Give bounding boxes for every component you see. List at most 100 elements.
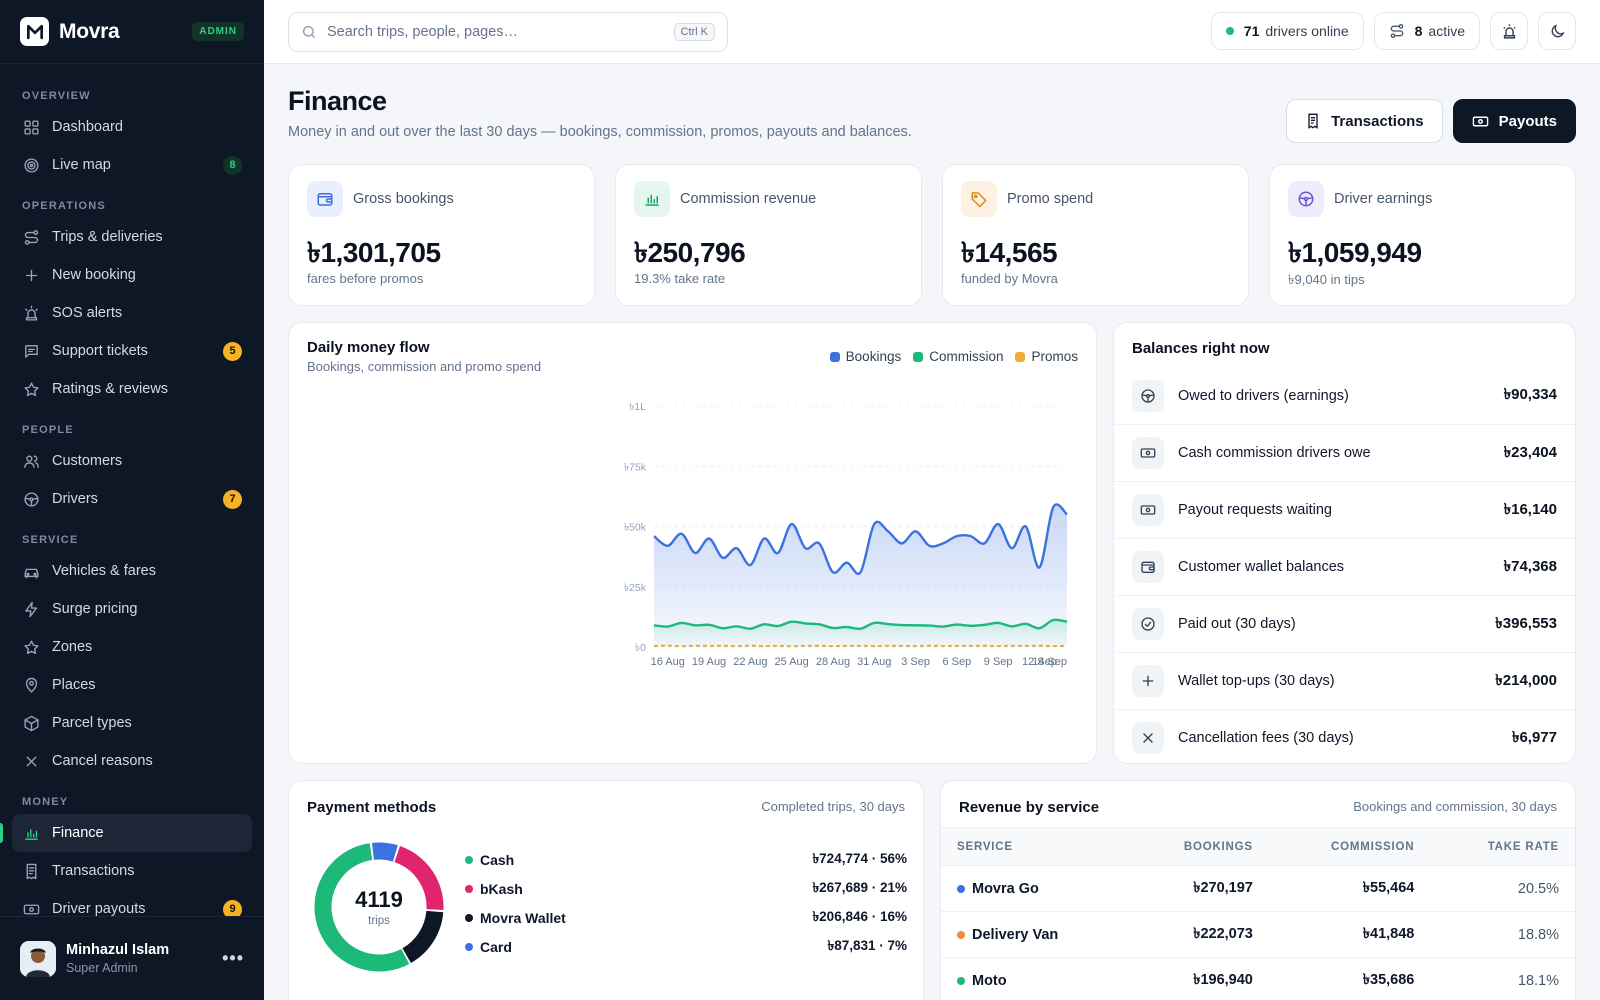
drivers-online-label: drivers online bbox=[1265, 23, 1349, 39]
payment-methods-donut bbox=[314, 842, 444, 972]
donut-total: 4119 bbox=[355, 887, 403, 912]
stat-card-gross-bookings: Gross bookings ৳1,301,705 fares before pro… bbox=[288, 164, 595, 306]
sidebar-item-places[interactable]: Places bbox=[12, 666, 252, 704]
column-header[interactable]: COMMISSION bbox=[1268, 827, 1431, 866]
balance-value: ৳74,368 bbox=[1503, 557, 1557, 575]
service-dot bbox=[957, 930, 965, 939]
x-tick-label: 31 Aug bbox=[857, 656, 891, 668]
legend-swatch bbox=[1015, 351, 1026, 362]
commission-cell: ৳35,686 bbox=[1268, 957, 1431, 1000]
bookings-cell: ৳222,073 bbox=[1127, 911, 1269, 958]
balance-value: ৳396,553 bbox=[1495, 614, 1557, 632]
payouts-button[interactable]: Payouts bbox=[1452, 99, 1576, 143]
column-header[interactable]: TAKE RATE bbox=[1430, 827, 1575, 866]
search-box[interactable]: Ctrl K bbox=[288, 12, 728, 52]
sidebar-item-sos-alerts[interactable]: SOS alerts bbox=[12, 294, 252, 332]
payouts-button-label: Payouts bbox=[1498, 112, 1557, 130]
table-row[interactable]: Movra Go ৳270,197 ৳55,464 20.5% bbox=[941, 865, 1575, 912]
balance-row[interactable]: Wallet top-ups (30 days) ৳214,000 bbox=[1114, 652, 1575, 709]
search-input[interactable] bbox=[327, 24, 674, 40]
balance-row[interactable]: Owed to drivers (earnings) ৳90,334 bbox=[1114, 367, 1575, 424]
sidebar-item-drivers[interactable]: Drivers 7 bbox=[12, 480, 252, 518]
banknote-icon bbox=[22, 900, 40, 918]
revenue-title: Revenue by service bbox=[959, 799, 1100, 816]
active-trips-pill[interactable]: 8 active bbox=[1373, 12, 1480, 50]
sidebar-item-zones[interactable]: Zones bbox=[12, 628, 252, 666]
money-flow-chart: ৳0 ৳25k ৳50k ৳75k ৳1L 16 Aug 19 Aug 22 Aug 25 Au… bbox=[624, 401, 1068, 668]
theme-toggle-button[interactable] bbox=[1538, 12, 1576, 50]
sidebar-item-customers[interactable]: Customers bbox=[12, 442, 252, 480]
service-name: Delivery Van bbox=[972, 926, 1059, 943]
admin-badge: ADMIN bbox=[192, 22, 244, 41]
balance-value: ৳214,000 bbox=[1495, 671, 1557, 689]
sidebar-item-support-tickets[interactable]: Support tickets 5 bbox=[12, 332, 252, 370]
table-row[interactable]: Moto ৳196,940 ৳35,686 18.1% bbox=[941, 957, 1575, 1000]
sidebar-item-live-map[interactable]: Live map 8 bbox=[12, 146, 252, 184]
bookings-cell: ৳196,940 bbox=[1127, 957, 1269, 1000]
column-header[interactable]: SERVICE bbox=[941, 827, 1128, 866]
sidebar-item-label: Support tickets bbox=[52, 343, 148, 359]
receipt-icon bbox=[1305, 113, 1321, 129]
sidebar-item-parcel-types[interactable]: Parcel types bbox=[12, 704, 252, 742]
balance-row[interactable]: Paid out (30 days) ৳396,553 bbox=[1114, 595, 1575, 652]
revenue-table: SERVICE BOOKINGS COMMISSION TAKE RATE Movra… bbox=[941, 827, 1575, 1000]
sidebar-item-finance[interactable]: Finance bbox=[0, 814, 252, 852]
target-icon bbox=[22, 156, 40, 174]
page-title: Finance bbox=[288, 86, 387, 116]
search-icon bbox=[301, 24, 317, 40]
table-row[interactable]: Delivery Van ৳222,073 ৳41,848 18.8% bbox=[941, 911, 1575, 958]
user-panel[interactable]: Minhazul Islam Super Admin ••• bbox=[0, 916, 264, 1000]
service-name: Movra Go bbox=[972, 880, 1039, 897]
payment-method-name: Movra Wallet bbox=[480, 909, 566, 926]
sidebar-item-label: Surge pricing bbox=[52, 601, 138, 617]
sidebar-item-trips-and-deliveries[interactable]: Trips & deliveries bbox=[12, 218, 252, 256]
balance-label: Cancellation fees (30 days) bbox=[1178, 730, 1354, 746]
movra-logo-icon[interactable] bbox=[20, 17, 49, 46]
star-icon bbox=[22, 638, 40, 656]
x-tick-label: 12 Sep bbox=[1022, 656, 1057, 668]
balance-row[interactable]: Payout requests waiting ৳16,140 bbox=[1114, 481, 1575, 538]
transactions-button[interactable]: Transactions bbox=[1286, 99, 1443, 143]
balance-value: ৳23,404 bbox=[1503, 443, 1557, 461]
sidebar-item-label: Customers bbox=[52, 453, 123, 469]
sidebar-item-driver-payouts[interactable]: Driver payouts 9 bbox=[12, 890, 252, 928]
sidebar-item-surge-pricing[interactable]: Surge pricing bbox=[12, 590, 252, 628]
column-header[interactable]: BOOKINGS bbox=[1127, 827, 1269, 866]
drivers-online-pill[interactable]: 71 drivers online bbox=[1210, 12, 1364, 50]
more-options-icon[interactable]: ••• bbox=[222, 948, 244, 968]
balance-row[interactable]: Customer wallet balances ৳74,368 bbox=[1114, 538, 1575, 595]
balance-row[interactable]: Cancellation fees (30 days) ৳6,977 bbox=[1114, 709, 1575, 766]
active-count: 8 bbox=[1414, 23, 1423, 39]
sos-alarm-button[interactable] bbox=[1490, 12, 1528, 50]
plus-icon bbox=[22, 266, 40, 284]
sidebar-item-badge: 5 bbox=[223, 341, 242, 361]
stat-label: Driver earnings bbox=[1334, 191, 1433, 207]
payment-method-row: Movra Wallet ৳206,846 · 16% bbox=[465, 903, 907, 932]
payment-method-dot bbox=[465, 884, 473, 893]
nav-section-title: PEOPLE bbox=[22, 424, 74, 436]
payment-method-name: Cash bbox=[480, 851, 515, 868]
page-subtitle: Money in and out over the last 30 days —… bbox=[288, 124, 912, 140]
series-area-bookings bbox=[654, 504, 1067, 647]
sidebar-item-new-booking[interactable]: New booking bbox=[12, 256, 252, 294]
message-icon bbox=[22, 342, 40, 360]
nav-section-title: OVERVIEW bbox=[22, 90, 91, 102]
transactions-button-label: Transactions bbox=[1331, 112, 1424, 130]
y-tick-label: ৳1L bbox=[629, 401, 646, 413]
sidebar-item-vehicles-and-fares[interactable]: Vehicles & fares bbox=[12, 552, 252, 590]
balance-row[interactable]: Cash commission drivers owe ৳23,404 bbox=[1114, 424, 1575, 481]
x-tick-label: 9 Sep bbox=[984, 656, 1013, 668]
series-line-commission bbox=[653, 618, 1068, 631]
sidebar-item-cancel-reasons[interactable]: Cancel reasons bbox=[12, 742, 252, 780]
nav-section-title: MONEY bbox=[22, 796, 69, 808]
payment-method-value: ৳267,689 · 21% bbox=[812, 880, 907, 895]
package-icon bbox=[22, 714, 40, 732]
revenue-note: Bookings and commission, 30 days bbox=[1353, 799, 1557, 814]
x-tick-label: 22 Aug bbox=[733, 656, 767, 668]
sidebar-item-dashboard[interactable]: Dashboard bbox=[12, 108, 252, 146]
sidebar-item-label: Finance bbox=[52, 825, 104, 841]
payment-method-value: ৳87,831 · 7% bbox=[827, 938, 907, 953]
sidebar-item-transactions[interactable]: Transactions bbox=[12, 852, 252, 890]
sidebar-item-ratings-and-reviews[interactable]: Ratings & reviews bbox=[12, 370, 252, 408]
stat-value: ৳1,059,949 bbox=[1288, 237, 1422, 268]
